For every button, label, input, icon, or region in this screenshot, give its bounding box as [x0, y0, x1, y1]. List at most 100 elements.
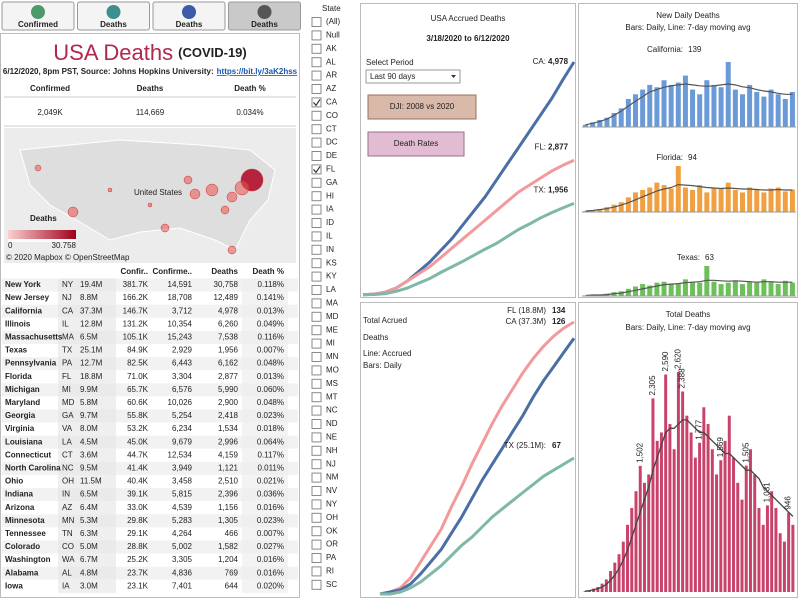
filter-item[interactable]: CA — [326, 98, 338, 107]
filter-item[interactable]: MN — [326, 352, 339, 361]
filter-checkbox[interactable] — [311, 191, 322, 202]
filter-checkbox[interactable] — [311, 352, 322, 362]
filter-item[interactable]: AL — [326, 57, 336, 66]
filter-checkbox[interactable] — [311, 137, 322, 148]
filter-item[interactable]: IL — [326, 232, 333, 241]
filter-item[interactable]: OK — [326, 526, 338, 535]
filter-checkbox[interactable] — [311, 512, 322, 523]
filter-item[interactable]: NE — [326, 433, 337, 442]
filter-item[interactable]: OH — [326, 513, 338, 522]
filter-checkbox[interactable] — [311, 218, 322, 228]
filter-item[interactable]: MI — [326, 339, 335, 348]
action-button-label[interactable]: Death Rates — [394, 139, 438, 148]
filter-checkbox[interactable] — [311, 419, 322, 429]
table-cell: Pennsylvania — [5, 359, 57, 368]
filter-item[interactable]: PA — [326, 553, 337, 562]
filter-checkbox[interactable] — [311, 365, 322, 376]
filter-item[interactable]: NY — [326, 500, 338, 509]
filter-checkbox[interactable] — [311, 84, 322, 94]
filter-checkbox[interactable] — [311, 553, 322, 563]
filter-item[interactable]: (All) — [326, 17, 341, 26]
filter-checkbox[interactable] — [311, 472, 322, 483]
filter-checkbox[interactable] — [311, 177, 322, 188]
filter-checkbox[interactable] — [311, 378, 322, 389]
row-cell-bg — [242, 344, 288, 358]
filter-item[interactable]: KS — [326, 258, 337, 267]
filter-checkbox[interactable] — [311, 285, 322, 295]
filter-checkbox[interactable] — [311, 539, 322, 550]
filter-checkbox[interactable] — [311, 70, 322, 81]
filter-item[interactable]: RI — [326, 567, 334, 576]
action-button[interactable] — [367, 94, 477, 120]
filter-checkbox[interactable] — [311, 258, 322, 269]
filter-checkbox[interactable] — [311, 459, 322, 470]
filter-item[interactable]: MO — [326, 366, 339, 375]
filter-checkbox[interactable] — [311, 405, 322, 416]
filter-checkbox[interactable] — [311, 392, 322, 403]
filter-item[interactable]: AR — [326, 71, 337, 80]
filter-checkbox[interactable] — [311, 17, 322, 27]
filter-item[interactable]: DC — [326, 138, 338, 147]
filter-item[interactable]: ND — [326, 419, 338, 428]
filter-item[interactable]: NJ — [326, 459, 336, 468]
filter-checkbox[interactable] — [311, 566, 322, 577]
filter-checkbox[interactable] — [311, 204, 322, 215]
filter-checkbox[interactable] — [311, 124, 322, 135]
filter-item[interactable]: IN — [326, 245, 334, 254]
filter-checkbox[interactable] — [311, 57, 322, 68]
filter-item[interactable]: ME — [326, 325, 338, 334]
filter-checkbox[interactable] — [311, 325, 322, 336]
summary-link[interactable]: https://bit.ly/3aK2hss — [217, 67, 298, 76]
filter-checkbox[interactable] — [311, 30, 322, 41]
filter-item[interactable]: FL — [326, 165, 336, 174]
filter-item[interactable]: NV — [326, 486, 338, 495]
filter-item[interactable]: DE — [326, 151, 337, 160]
filter-item[interactable]: Null — [326, 31, 340, 40]
filter-checkbox[interactable] — [311, 499, 322, 510]
bubble — [205, 183, 219, 197]
bubble — [147, 202, 153, 208]
action-button[interactable] — [367, 131, 465, 157]
filter-checkbox[interactable] — [311, 311, 322, 322]
action-button-label[interactable]: DJI: 2008 vs 2020 — [390, 102, 455, 111]
filter-item[interactable]: MD — [326, 312, 339, 321]
filter-item[interactable]: ID — [326, 218, 334, 227]
filter-checkbox[interactable] — [311, 486, 322, 496]
filter-checkbox[interactable] — [311, 43, 322, 54]
filter-item[interactable]: NC — [326, 406, 338, 415]
filter-item[interactable]: GA — [326, 178, 338, 187]
filter-item[interactable]: NH — [326, 446, 338, 455]
filter-item[interactable]: CT — [326, 124, 337, 133]
filter-checkbox[interactable] — [311, 97, 322, 108]
bar — [625, 288, 631, 296]
bar — [633, 94, 638, 127]
table-cell: LA — [62, 437, 72, 446]
filter-item[interactable]: OR — [326, 540, 338, 549]
filter-checkbox[interactable] — [311, 164, 322, 175]
filter-item[interactable]: SC — [326, 580, 337, 589]
filter-checkbox[interactable] — [311, 579, 322, 590]
filter-item[interactable]: AK — [326, 44, 337, 53]
filter-item[interactable]: MS — [326, 379, 338, 388]
table-cell: 6.7M — [80, 555, 98, 564]
filter-checkbox[interactable] — [311, 445, 322, 456]
filter-item[interactable]: MT — [326, 392, 338, 401]
filter-item[interactable]: LA — [326, 285, 336, 294]
filter-checkbox[interactable] — [311, 231, 322, 242]
filter-checkbox[interactable] — [311, 271, 322, 282]
filter-item[interactable]: IA — [326, 205, 334, 214]
filter-item[interactable]: MA — [326, 299, 339, 308]
filter-item[interactable]: KY — [326, 272, 337, 281]
filter-checkbox[interactable] — [311, 298, 322, 309]
filter-checkbox[interactable] — [311, 151, 322, 161]
filter-checkbox[interactable] — [311, 526, 322, 537]
filter-checkbox[interactable] — [311, 338, 322, 349]
filter-checkbox[interactable] — [311, 110, 322, 121]
period-select[interactable] — [365, 69, 461, 84]
filter-item[interactable]: HI — [326, 191, 334, 200]
filter-item[interactable]: NM — [326, 473, 339, 482]
filter-checkbox[interactable] — [311, 432, 322, 443]
filter-checkbox[interactable] — [311, 244, 322, 255]
filter-item[interactable]: AZ — [326, 84, 336, 93]
filter-item[interactable]: CO — [326, 111, 338, 120]
